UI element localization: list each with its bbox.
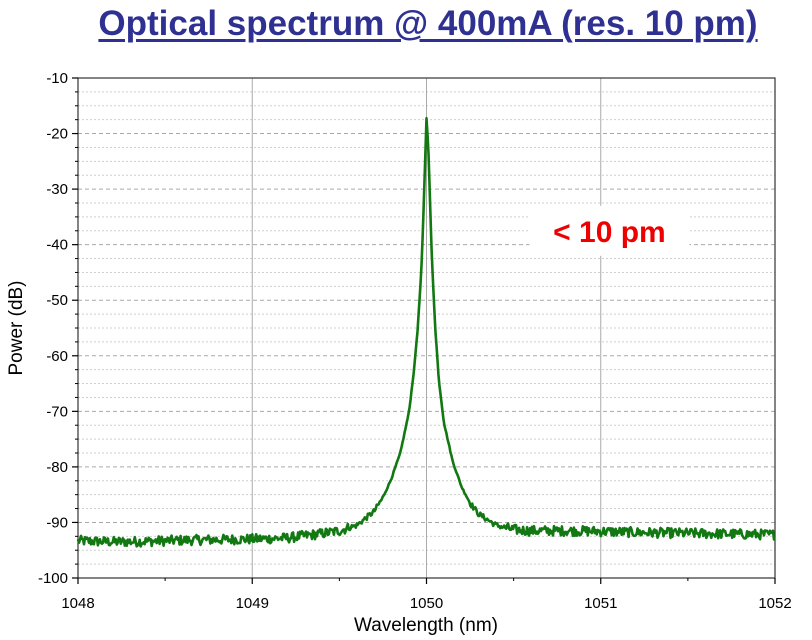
- x-axis-label: Wavelength (nm): [354, 615, 498, 636]
- y-tick-labels: -10 -20 -30 -40 -50 -60 -70 -80 -90 -100: [38, 70, 68, 587]
- y-tick-label: -30: [46, 181, 68, 198]
- y-tick-label: -60: [46, 348, 68, 365]
- y-tick-label: -10: [46, 70, 68, 87]
- annotation-background: [529, 205, 690, 256]
- y-axis-label: Power (dB): [6, 280, 27, 375]
- axis-ticks: [72, 77, 776, 584]
- y-tick-label: -50: [46, 292, 68, 309]
- y-tick-label: -100: [38, 570, 68, 587]
- y-tick-label: -20: [46, 126, 68, 143]
- x-tick-label: 1052: [758, 595, 791, 612]
- y-tick-label: -80: [46, 459, 68, 476]
- chart-title: Optical spectrum @ 400mA (res. 10 pm): [98, 4, 758, 43]
- x-tick-label: 1051: [584, 595, 617, 612]
- y-tick-label: -90: [46, 514, 68, 531]
- spectrum-line: [76, 116, 776, 548]
- x-tick-label: 1050: [410, 595, 443, 612]
- y-tick-label: -40: [46, 237, 68, 254]
- annotation-label: < 10 pm: [553, 216, 666, 249]
- x-tick-label: 1048: [61, 595, 94, 612]
- x-tick-labels: 1048 1049 1050 1051 1052: [61, 595, 791, 612]
- x-tick-label: 1049: [236, 595, 269, 612]
- y-tick-label: -70: [46, 403, 68, 420]
